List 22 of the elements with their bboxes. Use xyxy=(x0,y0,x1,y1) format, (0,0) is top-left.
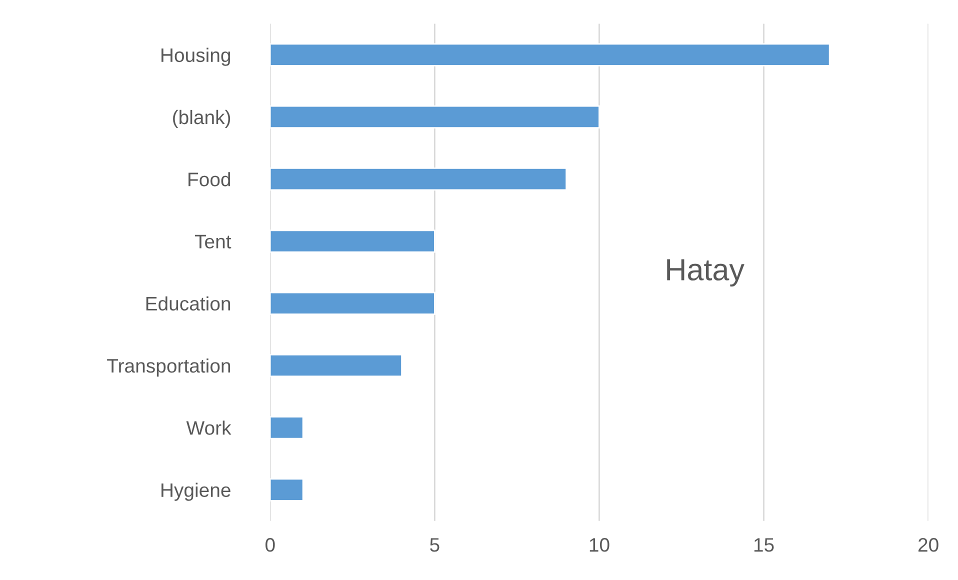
y-tick-label: Housing xyxy=(162,48,230,66)
y-tick-label: Tent xyxy=(194,234,232,248)
x-tick-label: 10 xyxy=(590,538,610,552)
bar xyxy=(270,43,830,66)
y-tick-label: Food xyxy=(188,172,230,186)
x-tick-label: 20 xyxy=(918,538,938,552)
bar xyxy=(270,230,436,253)
y-tick-label: Transportation xyxy=(107,358,230,377)
y-tick-label: Education xyxy=(146,296,230,311)
x-tick-label: 15 xyxy=(754,538,774,552)
y-tick-label: Work xyxy=(186,420,232,435)
y-tick-label: Hygiene xyxy=(162,482,230,501)
bar xyxy=(270,478,304,502)
bar xyxy=(270,416,304,440)
x-tick-label: 0 xyxy=(266,538,275,552)
bar xyxy=(270,105,600,129)
text: Hatay xyxy=(667,259,744,287)
bar xyxy=(270,292,436,315)
y-tick-label: (blank) xyxy=(173,110,230,128)
bar xyxy=(270,354,402,378)
x-tick-label: 5 xyxy=(430,538,440,552)
bar xyxy=(270,168,568,191)
